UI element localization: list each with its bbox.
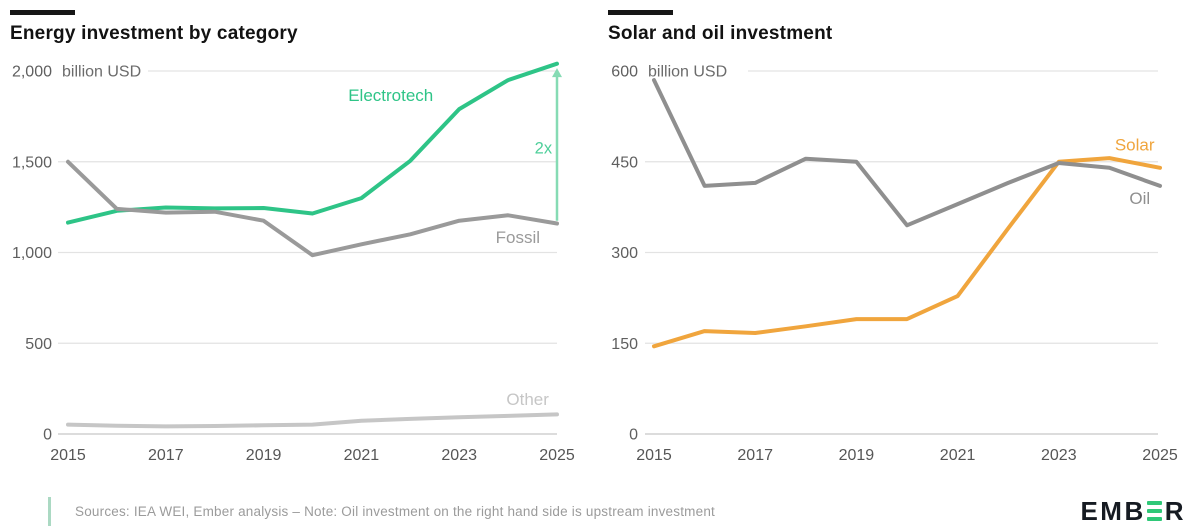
series-label-fossil: Fossil [496,228,540,247]
y-tick-label: 0 [43,427,52,444]
x-tick-label: 2025 [539,447,575,464]
y-tick-label: 1,500 [12,154,52,171]
annotation-arrowhead-icon [552,68,562,78]
y-axis-unit-label: billion USD [648,64,727,81]
x-tick-label: 2023 [441,447,477,464]
y-tick-label: 450 [611,154,638,171]
series-line-oil [652,78,1162,228]
ember-logo: EMB R [1080,498,1186,524]
series-label-solar: Solar [1115,135,1155,154]
title-accent-bar [10,10,75,15]
x-tick-label: 2015 [636,447,672,464]
series-line-fossil [66,159,559,258]
y-tick-label: 500 [25,336,52,353]
logo-green-e-icon [1146,501,1162,521]
series-label-other: Other [506,390,549,409]
series-label-electrotech: Electrotech [348,86,433,105]
y-tick-label: 1,000 [12,245,52,262]
title-accent-bar [608,10,673,15]
right-chart-header: Solar and oil investment [608,0,1168,45]
logo-text-suffix: R [1164,496,1186,526]
x-tick-label: 2023 [1041,447,1077,464]
y-tick-label: 0 [629,427,638,444]
left-chart-header: Energy investment by category [10,0,570,45]
right-chart-title: Solar and oil investment [608,23,833,44]
x-tick-label: 2017 [148,447,184,464]
source-note-accent-bar [48,496,51,526]
x-tick-label: 2019 [839,447,875,464]
series-line-other [66,412,559,429]
y-tick-label: 600 [611,64,638,81]
annotation-label: 2x [535,140,553,158]
y-axis-unit-label: billion USD [62,64,141,81]
x-tick-label: 2015 [50,447,86,464]
logo-text-prefix: EMB [1080,496,1146,526]
x-tick-label: 2025 [1142,447,1178,464]
left-chart-title: Energy investment by category [10,23,298,44]
y-tick-label: 150 [611,336,638,353]
series-line-solar [652,156,1162,349]
x-tick-label: 2021 [344,447,380,464]
series-label-oil: Oil [1129,189,1150,208]
source-note: Sources: IEA WEI, Ember analysis – Note:… [75,503,715,519]
energy-investment-chart: 0 500 1,000 1,500 2,000 billion USD 2015 2017 20… [12,61,575,464]
x-tick-label: 2019 [246,447,282,464]
y-tick-label: 2,000 [12,64,52,81]
footer: Sources: IEA WEI, Ember analysis – Note:… [0,492,1200,530]
x-tick-label: 2021 [940,447,976,464]
solar-oil-chart: 0 150 300 450 600 billion USD 2015 2017 2019 2021… [611,64,1178,465]
series-line-electrotech [66,61,559,225]
y-tick-label: 300 [611,245,638,262]
x-tick-label: 2017 [737,447,773,464]
